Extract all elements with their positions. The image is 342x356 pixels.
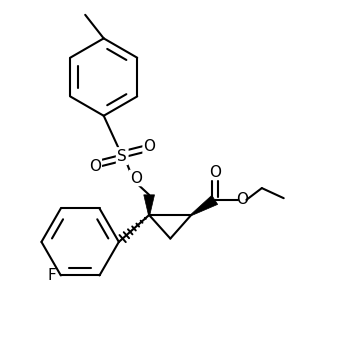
Polygon shape	[144, 195, 155, 215]
Text: O: O	[130, 171, 142, 185]
Polygon shape	[191, 195, 218, 216]
Text: O: O	[209, 166, 221, 180]
Text: O: O	[89, 159, 101, 174]
Text: S: S	[117, 149, 127, 164]
Text: O: O	[236, 192, 248, 207]
Text: F: F	[47, 268, 56, 283]
Text: O: O	[143, 138, 155, 153]
